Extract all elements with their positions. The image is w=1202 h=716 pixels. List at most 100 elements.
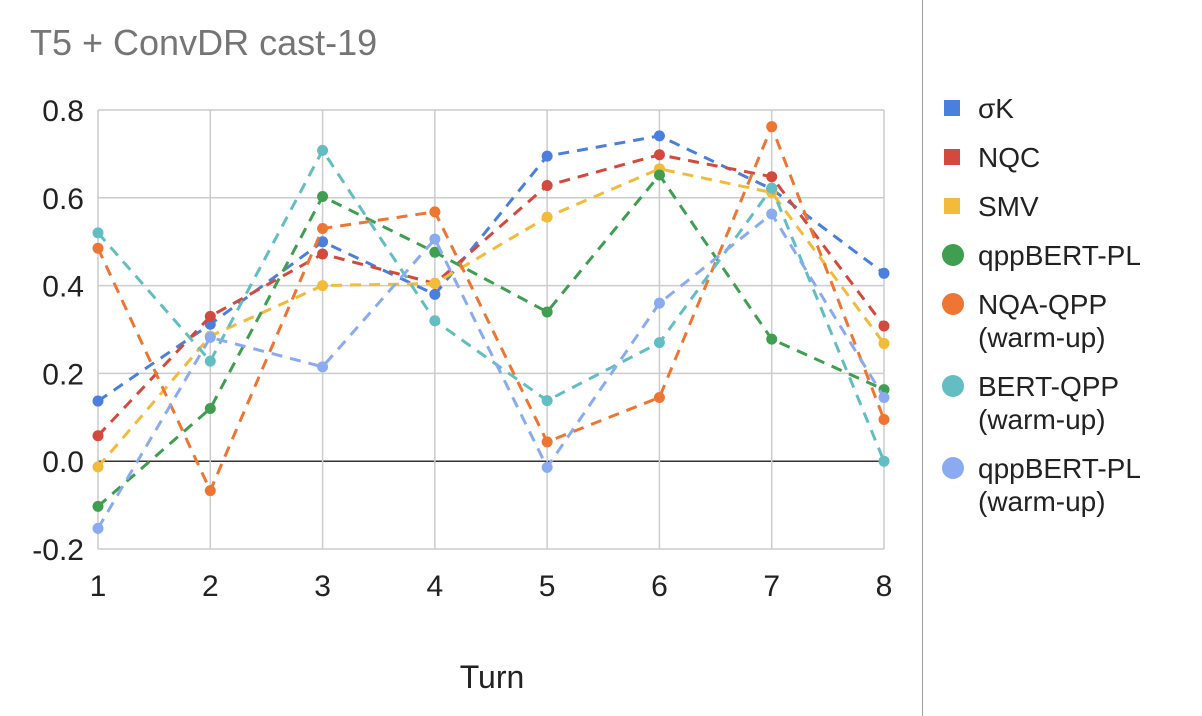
- legend-item: NQC: [940, 141, 1195, 174]
- data-point: [653, 392, 665, 404]
- legend-label: BERT-QPP (warm-up): [978, 371, 1120, 435]
- series-3: [92, 169, 890, 512]
- data-point: [317, 236, 329, 248]
- y-tick-label: 0.2: [42, 358, 84, 391]
- series-line: [96, 148, 886, 462]
- data-point: [653, 169, 665, 181]
- data-point: [878, 392, 890, 404]
- legend-label: σK: [978, 93, 1014, 124]
- data-point: [653, 297, 665, 309]
- x-tick-label: 6: [651, 570, 668, 603]
- x-tick-label: 7: [763, 570, 780, 603]
- grid: [97, 109, 885, 550]
- data-point: [317, 361, 329, 373]
- data-point: [766, 121, 778, 133]
- data-point: [317, 280, 329, 292]
- line-chart: 0.8 0.6 0.4 0.2 0.0 -0.21 2 3 4 5 6 7 8 Turn: [32, 95, 892, 695]
- x-tick-label: 8: [876, 570, 893, 603]
- legend-marker: [942, 293, 964, 315]
- legend-marker: [942, 244, 964, 266]
- data-point: [766, 333, 778, 345]
- y-tick-label: 0.0: [42, 446, 84, 479]
- legend-item: qppBERT-PL (warm-up): [940, 452, 1195, 518]
- data-point: [204, 403, 216, 415]
- legend-item: NQA-QPP (warm-up): [940, 288, 1195, 354]
- legend-label: qppBERT-PL (warm-up): [978, 453, 1141, 517]
- data-point: [878, 338, 890, 350]
- data-point: [204, 355, 216, 367]
- legend-marker: [942, 457, 964, 479]
- data-point: [204, 485, 216, 497]
- data-point: [92, 242, 104, 254]
- data-point: [317, 248, 329, 260]
- data-point: [317, 223, 329, 235]
- data-point: [92, 395, 104, 407]
- legend-label: NQC: [978, 142, 1041, 173]
- panel-divider: [922, 0, 923, 716]
- legend-marker: [944, 149, 960, 165]
- series-line: [97, 173, 885, 508]
- data-point: [429, 206, 441, 218]
- data-point: [92, 227, 104, 239]
- data-point: [429, 315, 441, 327]
- data-point: [317, 190, 329, 202]
- data-point: [92, 500, 104, 512]
- y-tick-label: 0.4: [42, 271, 84, 304]
- x-axis-label: Turn: [460, 659, 525, 695]
- data-point: [878, 320, 890, 332]
- data-point: [766, 182, 778, 194]
- legend-item: qppBERT-PL: [940, 239, 1195, 272]
- legend-label: SMV: [978, 191, 1039, 222]
- y-tick-label: -0.2: [32, 534, 84, 567]
- y-tick-label: 0.8: [42, 95, 84, 128]
- series-line: [96, 167, 886, 468]
- data-point: [204, 310, 216, 322]
- data-point: [766, 208, 778, 220]
- legend: σK NQC SMV qppBERT-PL NQA-QPP (warm-up) BERT-…: [940, 92, 1195, 518]
- data-point: [653, 130, 665, 142]
- x-tick-label: 1: [90, 570, 107, 603]
- legend-label: qppBERT-PL: [978, 240, 1141, 271]
- data-point: [317, 144, 329, 156]
- data-point: [92, 522, 104, 534]
- data-point: [653, 149, 665, 161]
- legend-item: BERT-QPP (warm-up): [940, 370, 1195, 436]
- series-line: [96, 153, 886, 437]
- data-point: [429, 233, 441, 245]
- series-line: [97, 134, 885, 403]
- tick-labels: 0.8 0.6 0.4 0.2 0.0 -0.21 2 3 4 5 6 7 8: [32, 95, 892, 603]
- data-point: [204, 331, 216, 343]
- x-tick-label: 3: [314, 570, 331, 603]
- data-point: [541, 150, 553, 162]
- x-tick-label: 5: [539, 570, 556, 603]
- data-point: [766, 171, 778, 183]
- series-line: [96, 212, 886, 530]
- legend-item: SMV: [940, 190, 1195, 223]
- data-point: [541, 306, 553, 318]
- data-point: [429, 277, 441, 289]
- data-point: [92, 461, 104, 473]
- data-point: [541, 461, 553, 473]
- series-6: [92, 208, 890, 534]
- data-point: [204, 318, 216, 330]
- legend-label: NQA-QPP (warm-up): [978, 289, 1108, 353]
- data-point: [878, 413, 890, 425]
- series-lines: [92, 121, 890, 534]
- data-point: [878, 267, 890, 279]
- data-point: [92, 430, 104, 442]
- data-point: [541, 436, 553, 448]
- x-tick-label: 4: [427, 570, 444, 603]
- data-point: [429, 246, 441, 258]
- legend-marker: [942, 375, 964, 397]
- y-tick-label: 0.6: [42, 183, 84, 216]
- series-line: [96, 125, 886, 493]
- data-point: [878, 455, 890, 467]
- chart-title: T5 + ConvDR cast-19: [30, 22, 378, 63]
- data-point: [653, 337, 665, 349]
- legend-item: σK: [940, 92, 1195, 125]
- data-point: [541, 180, 553, 192]
- data-point: [541, 395, 553, 407]
- legend-marker: [944, 198, 960, 214]
- data-point: [429, 288, 441, 300]
- x-tick-label: 2: [202, 570, 219, 603]
